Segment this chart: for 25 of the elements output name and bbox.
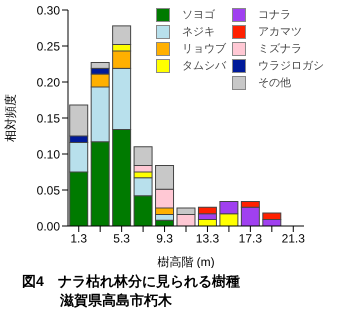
legend-label: ウラジロガシ	[258, 59, 324, 73]
y-tick-label: 0.10	[36, 147, 60, 162]
legend-label: タムシバ	[182, 59, 226, 73]
y-tick-label: 0.05	[36, 183, 60, 198]
legend-label: ネジキ	[182, 25, 215, 39]
text: 図4 ナラ枯れ林分に見られる樹種	[22, 272, 240, 291]
x-tick-label: 17.3	[238, 232, 262, 246]
x-tick-label: 9.3	[156, 232, 174, 246]
legend-label: ミズナラ	[258, 42, 302, 56]
y-tick-label: 0.15	[36, 111, 60, 126]
y-tick-label: 0.30	[36, 3, 60, 18]
legend-label: アカマツ	[258, 25, 302, 39]
x-tick-label: 21.3	[282, 232, 306, 246]
y-tick-label: 0.25	[36, 39, 60, 54]
legend-label: その他	[258, 76, 291, 90]
x-tick-label: 13.3	[196, 232, 220, 246]
y-tick-label: 0.20	[36, 75, 60, 90]
legend-label: コナラ	[258, 8, 291, 22]
y-axis-title: 相対頻度	[3, 94, 18, 142]
legend-label: リョウブ	[182, 42, 226, 56]
legend-label: ソヨゴ	[182, 8, 215, 22]
text: 滋賀県高島市朽木	[59, 291, 173, 310]
y-tick-label: 0.00	[36, 219, 60, 234]
x-tick-label: 5.3	[113, 232, 130, 246]
x-tick-label: 1.3	[70, 232, 88, 246]
